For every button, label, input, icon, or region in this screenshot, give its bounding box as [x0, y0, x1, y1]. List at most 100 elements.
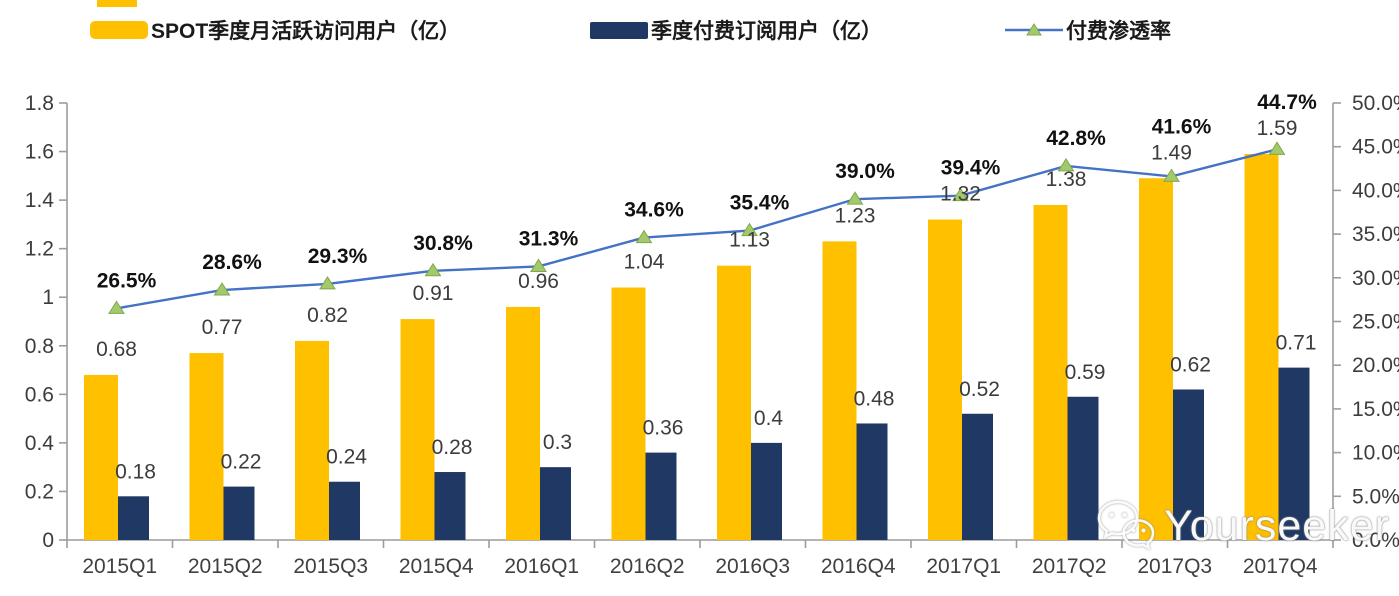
right-axis-tick-label: 25.0%: [1352, 311, 1399, 334]
penetration-percent-label: 35.4%: [730, 192, 790, 215]
right-axis-tick-label: 40.0%: [1352, 179, 1399, 202]
subscribers-value-label: 0.4: [754, 407, 784, 430]
penetration-marker: [1057, 157, 1075, 172]
penetration-marker: [952, 187, 969, 202]
penetration-marker: [741, 222, 758, 237]
x-axis-label: 2016Q1: [504, 555, 579, 578]
subscribers-value-label: 0.62: [1170, 353, 1211, 376]
penetration-percent-label: 26.5%: [97, 269, 157, 292]
x-axis-label: 2015Q1: [82, 555, 157, 578]
mau-value-label: 0.68: [96, 338, 137, 361]
mau-legend-swatch: [90, 21, 148, 39]
mau-bar: [295, 340, 329, 540]
right-axis-tick-label: 20.0%: [1352, 354, 1399, 377]
mau-bar: [611, 287, 646, 540]
left-axis-tick-label: 1.8: [25, 92, 54, 115]
penetration-percent-label: 30.8%: [413, 232, 473, 255]
penetration-percent-label: 42.8%: [1046, 127, 1106, 150]
penetration-percent-label: 41.6%: [1152, 115, 1212, 138]
mau-value-label: 0.91: [413, 282, 454, 305]
subscribers-bar: [1173, 389, 1204, 540]
mau-legend-label: SPOT季度月活跃访问用户（亿）: [151, 20, 461, 43]
right-axis-tick-label: 10.0%: [1352, 442, 1399, 465]
subscribers-value-label: 0.48: [854, 387, 895, 410]
subscribers-bar: [751, 442, 782, 540]
cropped-yellow-fragment: [97, 0, 137, 7]
left-axis-tick-label: 0: [42, 529, 54, 552]
mau-bar: [189, 353, 224, 540]
mau-bar: [400, 319, 435, 540]
penetration-marker: [1268, 141, 1286, 155]
mau-bar: [84, 374, 118, 540]
subscribers-value-label: 0.3: [543, 431, 572, 454]
right-axis-tick-label: 5.0%: [1352, 485, 1399, 508]
subscribers-value-label: 0.36: [643, 417, 684, 440]
subscribers-bar: [434, 472, 466, 540]
x-axis-label: 2016Q4: [821, 555, 896, 578]
penetration-marker: [635, 229, 653, 244]
right-axis-tick-label: 0.0%: [1352, 529, 1399, 552]
right-axis-tick-label: 35.0%: [1352, 223, 1399, 246]
x-axis-label: 2016Q2: [610, 555, 685, 578]
left-axis-tick-label: 0.4: [25, 432, 55, 455]
mau-bar: [1033, 204, 1068, 540]
line-marker-legend-icon: [1005, 23, 1063, 36]
legend: SPOT季度月活跃访问用户（亿） 季度付费订阅用户（亿） 付费渗透率: [0, 14, 1399, 50]
legend-item-subscribers: 季度付费订阅用户（亿）: [590, 14, 882, 46]
penetration-marker: [319, 275, 336, 290]
x-axis-label: 2017Q1: [926, 555, 1001, 578]
penetration-marker: [530, 258, 547, 272]
legend-item-mau: SPOT季度月活跃访问用户（亿）: [90, 14, 460, 46]
subscribers-value-label: 0.59: [1065, 361, 1106, 384]
left-axis-tick-label: 1.4: [25, 189, 55, 212]
subscribers-value-label: 0.22: [221, 451, 262, 474]
penetration-marker: [213, 282, 231, 296]
subscribers-bar: [118, 496, 149, 540]
mau-bar: [506, 306, 540, 540]
subscribers-value-label: 0.18: [115, 460, 156, 483]
x-axis-label: 2016Q3: [715, 555, 790, 578]
penetration-percent-label: 28.6%: [202, 251, 262, 274]
mau-value-label: 0.96: [518, 270, 559, 293]
mau-value-label: 1.23: [835, 204, 876, 227]
x-axis-label: 2015Q4: [399, 555, 474, 578]
mau-value-label: 1.04: [624, 251, 665, 274]
x-axis-label: 2017Q2: [1032, 555, 1107, 578]
x-axis-label: 2015Q2: [188, 555, 263, 578]
right-axis-tick-label: 15.0%: [1352, 398, 1399, 421]
subscribers-bar: [962, 413, 993, 540]
left-axis-tick-label: 0.6: [25, 383, 54, 406]
left-axis-tick-label: 0.8: [25, 335, 54, 358]
left-axis-tick-label: 0.2: [25, 480, 54, 503]
x-axis-label: 2017Q3: [1137, 555, 1212, 578]
subscribers-value-label: 0.24: [326, 446, 367, 469]
mau-bar: [822, 241, 857, 540]
penetration-marker: [846, 191, 864, 205]
mau-value-label: 1.32: [940, 183, 981, 206]
mau-value-label: 1.38: [1046, 168, 1087, 191]
penetration-marker: [1163, 168, 1180, 182]
penetration-percent-label: 29.3%: [308, 245, 368, 268]
x-axis-label: 2017Q4: [1243, 555, 1318, 578]
subscribers-legend-swatch: [590, 21, 648, 39]
subscribers-bar: [856, 423, 888, 540]
penetration-percent-label: 39.4%: [941, 157, 1001, 180]
penetration-line: [116, 148, 1278, 310]
subscribers-legend-label: 季度付费订阅用户（亿）: [651, 20, 882, 43]
penetration-percent-label: 31.3%: [519, 227, 579, 250]
left-axis-tick-label: 1.2: [25, 238, 54, 261]
subscribers-value-label: 0.71: [1276, 332, 1317, 355]
mau-value-label: 1.59: [1257, 117, 1298, 140]
mau-bar: [1139, 178, 1173, 540]
subscribers-value-label: 0.52: [959, 378, 1000, 401]
right-axis-tick-label: 50.0%: [1352, 92, 1399, 115]
left-axis-tick-label: 1: [42, 286, 54, 309]
subscribers-bar: [645, 452, 677, 540]
subscribers-bar: [540, 467, 571, 540]
mau-bar: [717, 265, 751, 540]
subscribers-bar: [329, 481, 360, 540]
right-axis-tick-label: 45.0%: [1352, 136, 1399, 159]
subscribers-bar: [1278, 367, 1310, 540]
subscribers-bar: [1067, 396, 1099, 540]
